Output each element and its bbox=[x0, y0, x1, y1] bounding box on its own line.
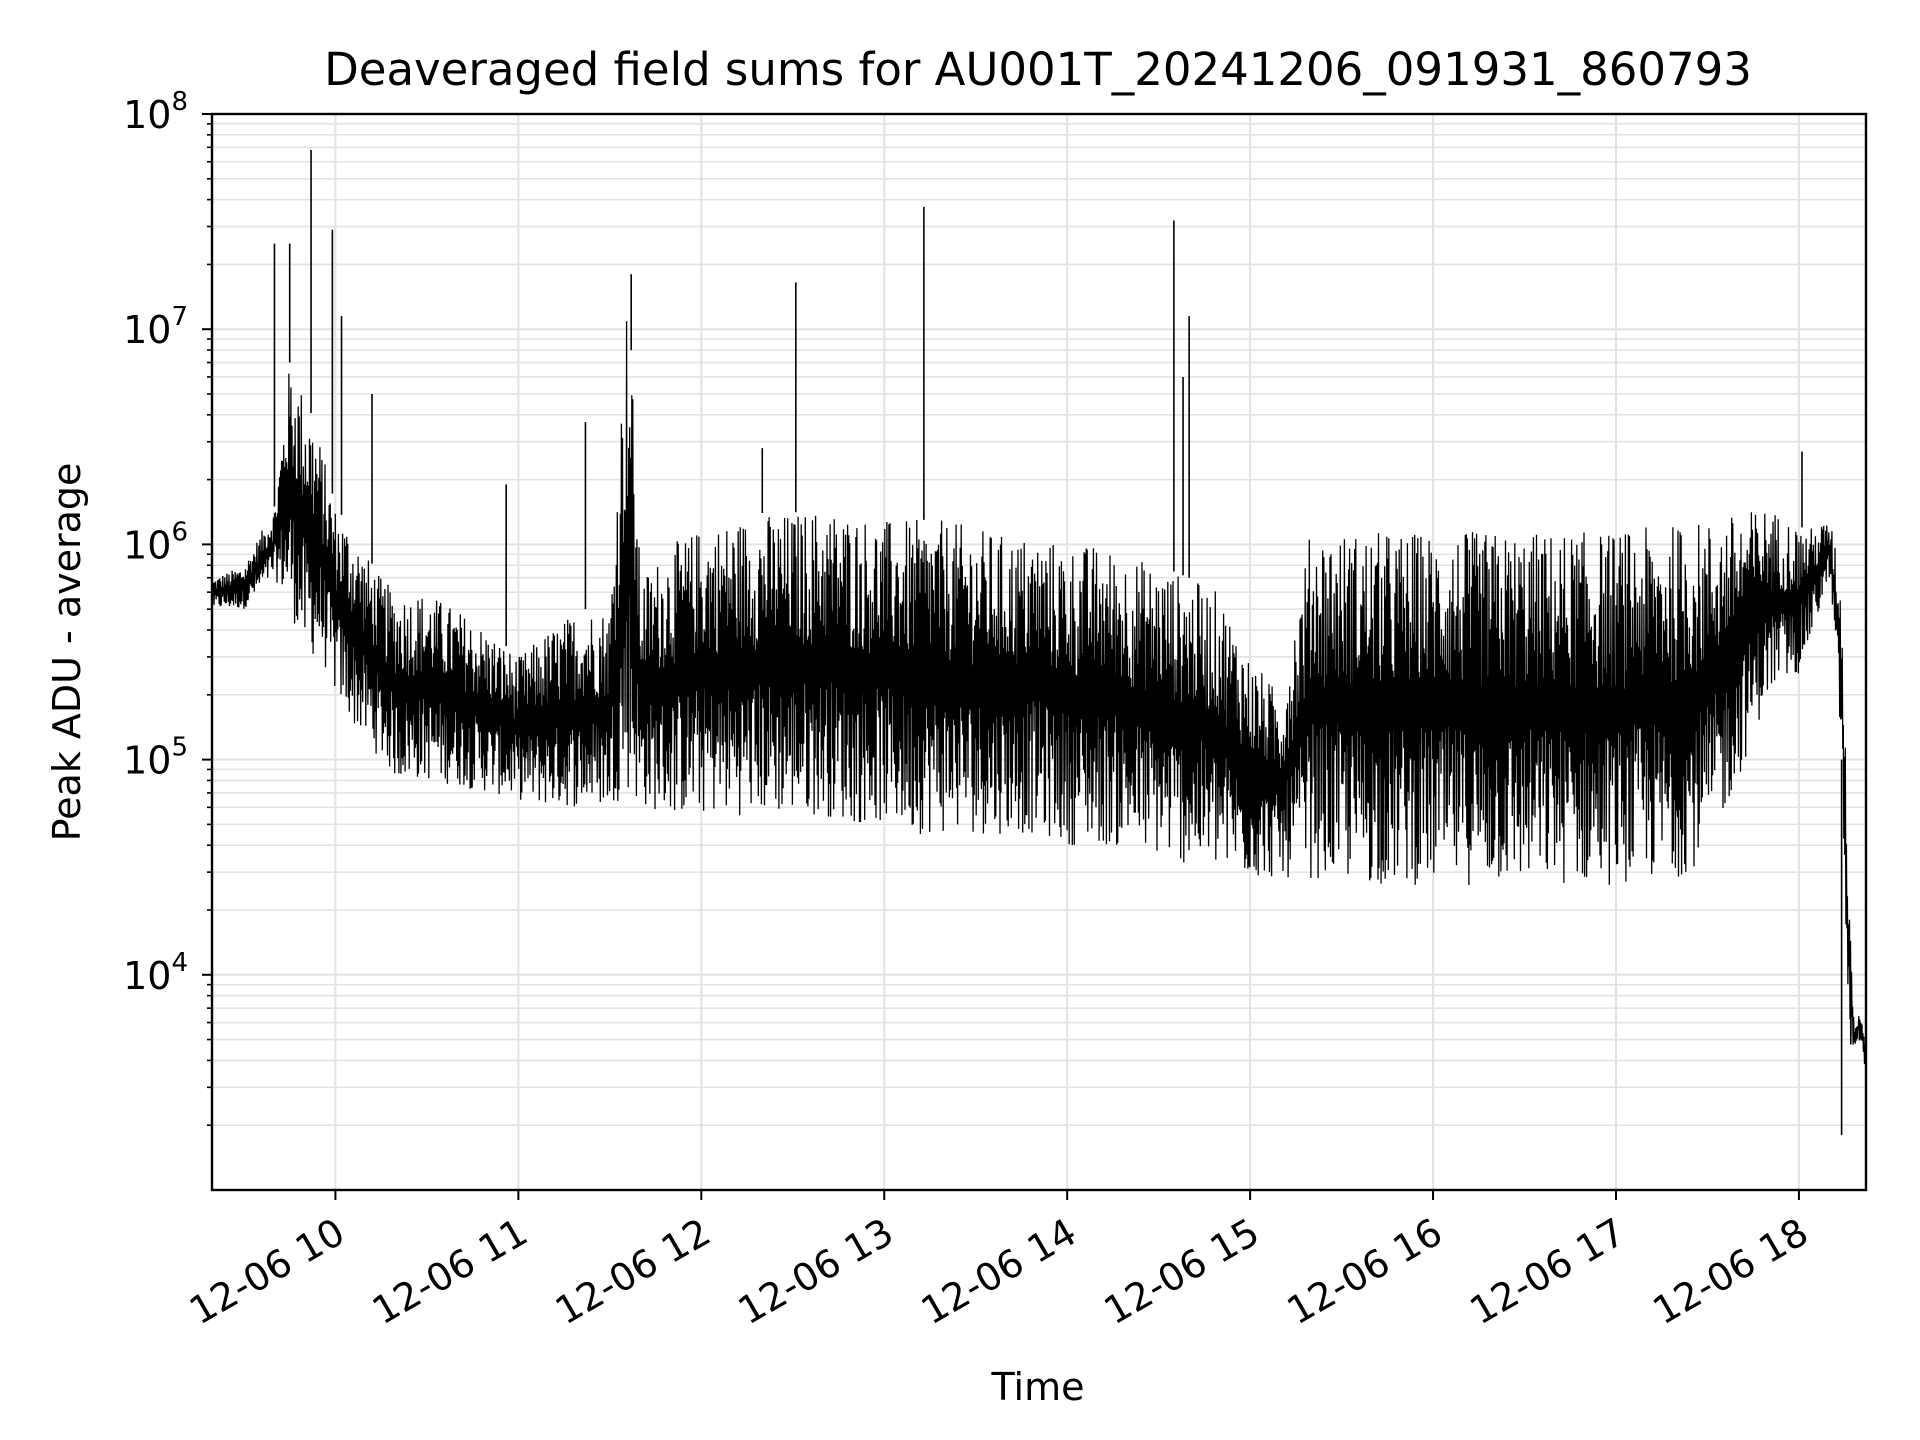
y-tick-label: 105 bbox=[123, 733, 188, 783]
y-tick-label: 106 bbox=[123, 517, 188, 567]
x-axis-label: Time bbox=[991, 1365, 1085, 1409]
y-axis-label: Peak ADU - average bbox=[45, 463, 89, 842]
plot-data bbox=[212, 150, 1867, 1136]
series-line bbox=[212, 321, 1867, 1064]
y-tick-label: 104 bbox=[123, 948, 188, 998]
y-tick-label: 107 bbox=[123, 302, 188, 352]
y-tick-label: 108 bbox=[123, 87, 188, 137]
chart-title: Deaveraged field sums for AU001T_2024120… bbox=[324, 43, 1752, 96]
y-axis-ticks: 104 105 106 107 108 bbox=[123, 87, 212, 1127]
plot-area-frame bbox=[210, 112, 1868, 1192]
